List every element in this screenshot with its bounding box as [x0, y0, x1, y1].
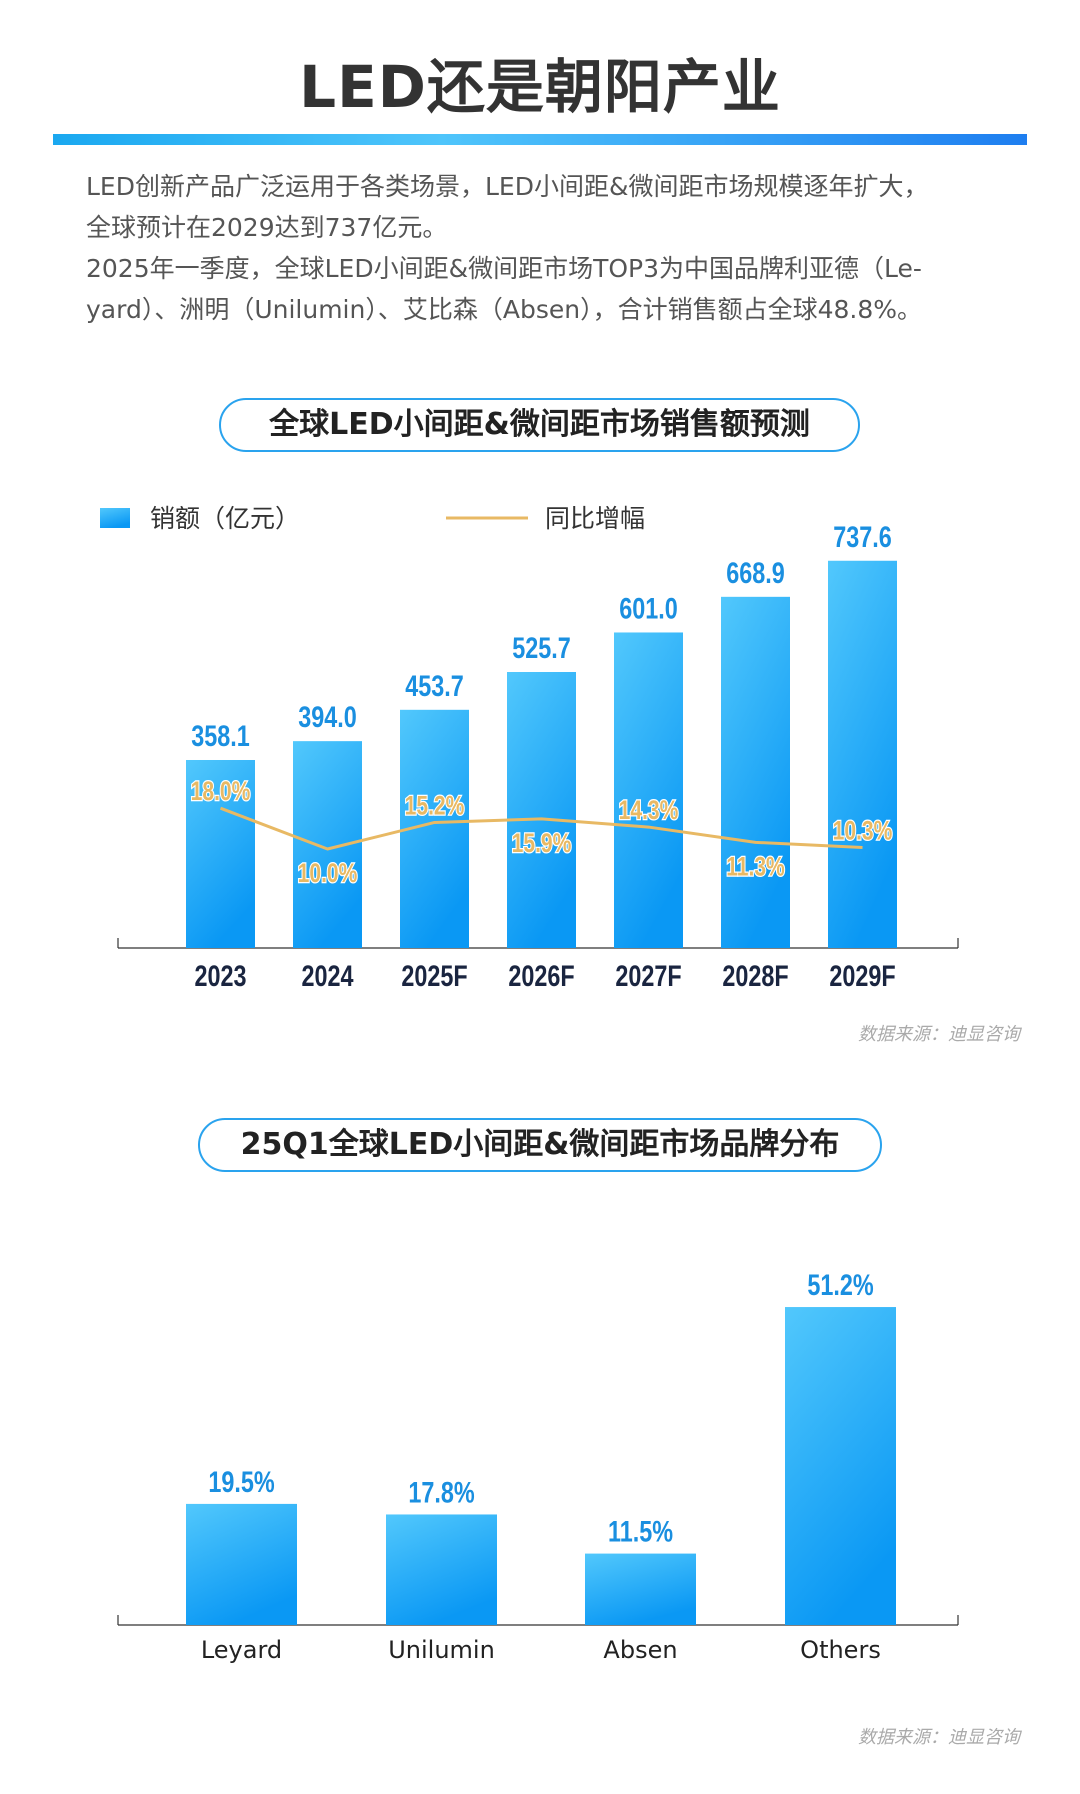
- growth-label: 15.2%: [405, 791, 465, 821]
- bar-value-label-group: 51.2%: [807, 1268, 873, 1301]
- paragraph-line: LED创新产品广泛运用于各类场景，LED小间距&微间距市场规模逐年扩大，: [86, 172, 929, 201]
- bar: [721, 596, 790, 948]
- chart1-source: 数据来源：迪显咨询: [858, 1024, 1020, 1045]
- bar-value-label-group: 19.5%: [208, 1465, 274, 1498]
- legend-line-label: 同比增幅: [545, 504, 645, 533]
- growth-label-group: 14.3%: [618, 795, 680, 827]
- bar-value-label-group: 668.9: [726, 556, 785, 589]
- bar-value-label-group: 453.7: [405, 669, 464, 702]
- growth-label: 18.0%: [191, 777, 251, 807]
- x-tick-label: 2024: [301, 959, 353, 992]
- growth-label-group: 15.9%: [511, 827, 573, 859]
- legend-bar-label: 销额（亿元）: [150, 504, 300, 533]
- bar-value-label-group: 394.0: [298, 700, 357, 733]
- page-title: LED还是朝阳产业: [299, 53, 781, 121]
- bar: [828, 560, 897, 948]
- bar-value-label: 51.2%: [807, 1268, 873, 1301]
- bar-value-label: 17.8%: [408, 1476, 474, 1509]
- bar-value-label: 11.5%: [608, 1515, 673, 1548]
- bar: [186, 1503, 297, 1625]
- bar-value-label: 453.7: [405, 669, 464, 702]
- growth-label-group: 15.2%: [404, 790, 466, 822]
- x-tick-label: Unilumin: [388, 1636, 495, 1664]
- x-tick-label: 2026F: [508, 959, 574, 992]
- bar: [186, 759, 255, 948]
- growth-label-group: 10.3%: [832, 815, 894, 847]
- paragraph-line: 全球预计在2029达到737亿元。: [86, 213, 448, 242]
- bar-value-label-group: 358.1: [191, 719, 250, 752]
- x-tick-label: 2028F: [722, 959, 788, 992]
- x-tick-label: 2023: [194, 959, 246, 992]
- x-tick-label: 2027F: [615, 959, 681, 992]
- growth-label: 15.9%: [512, 828, 572, 858]
- bar-value-label-group: 525.7: [512, 631, 571, 664]
- x-tick-label: 2029F: [829, 959, 895, 992]
- bar: [507, 672, 576, 948]
- x-tick-label-group: 2024: [301, 959, 353, 992]
- bar-value-label: 19.5%: [208, 1465, 274, 1498]
- bar: [614, 632, 683, 948]
- intro-paragraph: LED创新产品广泛运用于各类场景，LED小间距&微间距市场规模逐年扩大， 全球预…: [86, 166, 1026, 330]
- bar-value-label: 525.7: [512, 631, 571, 664]
- title-underline-bar: [53, 134, 1027, 145]
- legend-bar-swatch: [100, 508, 130, 528]
- x-tick-label-group: 2027F: [615, 959, 681, 992]
- chart1-legend: 销额（亿元） 同比增幅: [100, 504, 645, 533]
- growth-label: 10.3%: [833, 816, 893, 846]
- bar-value-label: 737.6: [833, 520, 892, 553]
- x-tick-label: Others: [800, 1636, 881, 1664]
- bar-value-label-group: 601.0: [619, 592, 678, 625]
- x-tick-label: Leyard: [201, 1636, 282, 1664]
- bar-value-label: 601.0: [619, 592, 678, 625]
- chart2-title: 25Q1全球LED小间距&微间距市场品牌分布: [198, 1118, 882, 1172]
- growth-label-group: 11.3%: [725, 851, 786, 883]
- bar: [785, 1307, 896, 1625]
- growth-label-group: 10.0%: [297, 857, 359, 889]
- bar-value-label-group: 737.6: [833, 520, 892, 553]
- growth-line: [219, 806, 863, 851]
- growth-label: 11.3%: [726, 852, 785, 882]
- bar: [386, 1514, 497, 1625]
- paragraph-line: 2025年一季度，全球LED小间距&微间距市场TOP3为中国品牌利亚德（Le-: [86, 254, 922, 283]
- chart2-source: 数据来源：迪显咨询: [858, 1727, 1020, 1748]
- x-tick-label: 2025F: [401, 959, 467, 992]
- x-tick-label-group: 2028F: [722, 959, 788, 992]
- bar-value-label-group: 17.8%: [408, 1476, 474, 1509]
- bar: [585, 1553, 696, 1625]
- x-tick-label: Absen: [603, 1636, 677, 1664]
- paragraph-line: yard）、洲明（Unilumin）、艾比森（Absen），合计销售额占全球48…: [86, 295, 922, 324]
- bar-value-label: 394.0: [298, 700, 357, 733]
- growth-label: 14.3%: [619, 796, 679, 826]
- bar: [293, 741, 362, 948]
- x-tick-label-group: 2026F: [508, 959, 574, 992]
- bar-value-label: 668.9: [726, 556, 785, 589]
- chart1-title: 全球LED小间距&微间距市场销售额预测: [219, 398, 860, 452]
- growth-label: 10.0%: [298, 859, 358, 889]
- x-tick-label-group: 2023: [194, 959, 246, 992]
- bar-value-label-group: 11.5%: [608, 1515, 673, 1548]
- bar-value-label: 358.1: [191, 719, 250, 752]
- growth-label-group: 18.0%: [190, 776, 252, 808]
- x-tick-label-group: 2029F: [829, 959, 895, 992]
- x-tick-label-group: 2025F: [401, 959, 467, 992]
